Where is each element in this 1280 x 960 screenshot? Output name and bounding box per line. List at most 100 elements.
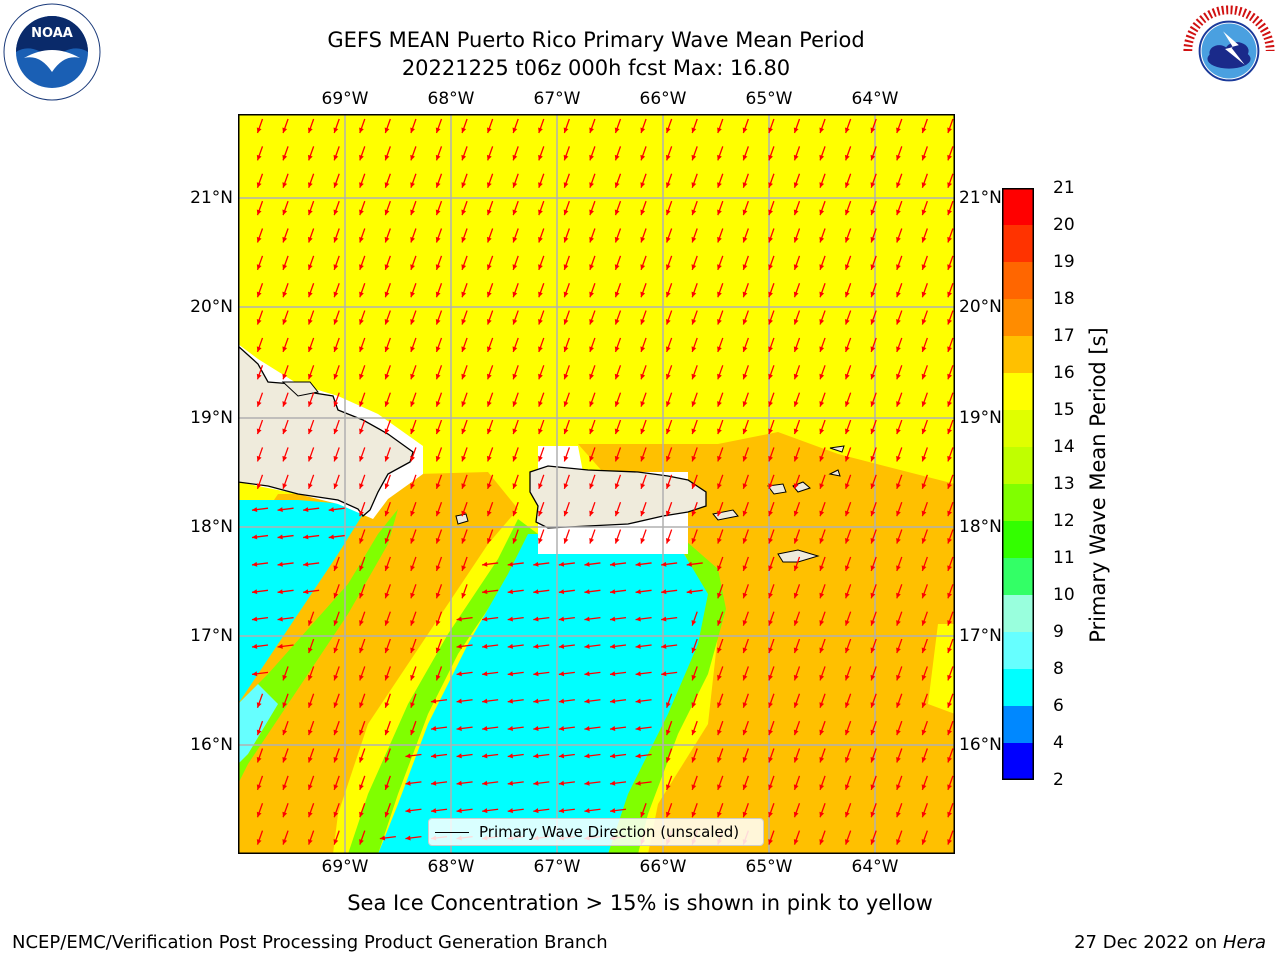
wave-arrow-head bbox=[482, 808, 488, 814]
wave-arrow-head bbox=[307, 674, 313, 681]
wave-arrow-head bbox=[717, 428, 722, 435]
wave-arrow-head bbox=[896, 346, 901, 352]
wave-arrow-head bbox=[431, 698, 437, 704]
wave-arrow-head bbox=[793, 264, 799, 270]
wave-arrow-head bbox=[896, 620, 901, 626]
wave-arrow-head bbox=[333, 428, 339, 435]
period-region-6-8-central bbox=[378, 534, 708, 854]
wave-arrow-head bbox=[486, 209, 492, 216]
wave-arrow-head bbox=[691, 154, 697, 161]
wave-arrow-head bbox=[947, 647, 952, 654]
wave-arrow-head bbox=[333, 455, 339, 462]
noaa-logo: NOAA bbox=[3, 3, 101, 101]
wave-arrow-head bbox=[359, 236, 364, 243]
wave-arrow-head bbox=[947, 702, 952, 708]
wave-arrow-head bbox=[333, 756, 339, 763]
wave-arrow-head bbox=[307, 839, 313, 845]
wave-arrow-head bbox=[563, 373, 569, 380]
wave-arrow-head bbox=[665, 319, 671, 325]
wave-arrow-head bbox=[333, 236, 339, 243]
wave-arrow-head bbox=[410, 291, 415, 298]
wave-arrow-head bbox=[947, 154, 952, 161]
wave-arrow-head bbox=[691, 729, 697, 736]
wave-arrow-head bbox=[665, 811, 671, 818]
wave-arrow-head bbox=[256, 839, 262, 845]
wave-arrow-head bbox=[665, 209, 671, 216]
wave-arrow-head bbox=[921, 784, 927, 790]
st-croix-island bbox=[777, 549, 820, 563]
chart-subtitle: 20221225 t06z 000h fcst Max: 16.80 bbox=[401, 56, 791, 80]
wave-arrow-head bbox=[410, 346, 415, 352]
wave-arrow-head bbox=[307, 647, 313, 654]
wave-arrow-head bbox=[461, 401, 467, 407]
wave-arrow-head bbox=[333, 182, 339, 188]
wave-arrow-head bbox=[333, 702, 339, 708]
colorbar-band bbox=[1002, 632, 1034, 670]
wave-arrow-head bbox=[482, 643, 488, 649]
wave-arrow-head bbox=[256, 182, 262, 188]
wave-arrow-head bbox=[870, 373, 876, 380]
wave-arrow-head bbox=[665, 154, 671, 161]
wave-arrow-head bbox=[717, 647, 722, 654]
wave-arrow-head bbox=[384, 483, 390, 489]
colorbar-tick-label: 19 bbox=[1053, 252, 1075, 272]
wave-arrow-head bbox=[921, 592, 927, 599]
puerto-rico-land bbox=[529, 465, 707, 529]
wave-arrow-head bbox=[456, 671, 462, 677]
wave-arrow-head bbox=[563, 401, 569, 407]
wave-arrow-head bbox=[538, 182, 543, 188]
lon-label-top-69w: 69°W bbox=[321, 89, 369, 109]
wave-arrow-head bbox=[665, 538, 671, 544]
wave-arrow-head bbox=[870, 264, 876, 270]
wave-arrow-head bbox=[333, 209, 339, 216]
wave-arrow-head bbox=[307, 702, 313, 708]
wave-arrow-head bbox=[333, 264, 339, 270]
wave-arrow-head bbox=[717, 236, 722, 243]
wave-arrow-head bbox=[640, 538, 646, 544]
wave-arrow-head bbox=[921, 236, 927, 243]
wave-arrow-head bbox=[431, 726, 437, 732]
wave-arrow-head bbox=[870, 702, 876, 708]
lat-label-left-18n: 18°N bbox=[190, 517, 233, 537]
wave-arrow-head bbox=[640, 319, 646, 325]
wave-arrow-head bbox=[538, 127, 543, 133]
wave-arrow-head bbox=[563, 182, 569, 188]
wave-arrow-head bbox=[768, 784, 773, 790]
wave-arrow-head bbox=[742, 209, 748, 216]
wave-arrow-head bbox=[282, 291, 288, 298]
wave-arrow-head bbox=[538, 510, 543, 517]
wave-arrow-head bbox=[589, 291, 594, 298]
wave-arrow-head bbox=[282, 264, 288, 270]
wave-arrow-head bbox=[793, 236, 799, 243]
wave-arrow-head bbox=[691, 346, 697, 352]
wave-arrow-head bbox=[533, 643, 539, 649]
wave-arrow-head bbox=[307, 455, 313, 462]
wave-arrow-head bbox=[768, 182, 773, 188]
wave-arrow-head bbox=[359, 127, 364, 133]
wave-arrow-head bbox=[921, 756, 927, 763]
wave-arrow-head bbox=[435, 647, 441, 654]
wave-arrow-head bbox=[819, 592, 825, 599]
wave-arrow-head bbox=[844, 346, 850, 352]
wave-arrow-head bbox=[307, 236, 313, 243]
wave-arrow-head bbox=[768, 510, 773, 517]
wave-arrow-head bbox=[768, 674, 773, 681]
wave-arrow-head bbox=[384, 565, 390, 571]
wave-arrow-head bbox=[610, 616, 616, 622]
wave-arrow-head bbox=[717, 346, 722, 352]
wave-arrow-head bbox=[359, 674, 364, 681]
wave-arrow-head bbox=[333, 373, 339, 380]
wave-arrow-head bbox=[610, 698, 616, 704]
wave-arrow-head bbox=[768, 811, 773, 818]
wave-arrow-head bbox=[614, 264, 620, 270]
wave-arrow-head bbox=[819, 729, 825, 736]
colorbar-tick-label: 12 bbox=[1053, 511, 1075, 531]
wave-arrow-head bbox=[307, 811, 313, 818]
wave-arrow-head bbox=[282, 839, 288, 845]
wave-arrow-head bbox=[461, 291, 467, 298]
wave-arrow-head bbox=[359, 264, 364, 270]
wave-arrow-head bbox=[435, 154, 441, 161]
wave-arrow-head bbox=[435, 236, 441, 243]
wave-arrow-head bbox=[793, 483, 799, 489]
wave-arrow-head bbox=[282, 811, 288, 818]
